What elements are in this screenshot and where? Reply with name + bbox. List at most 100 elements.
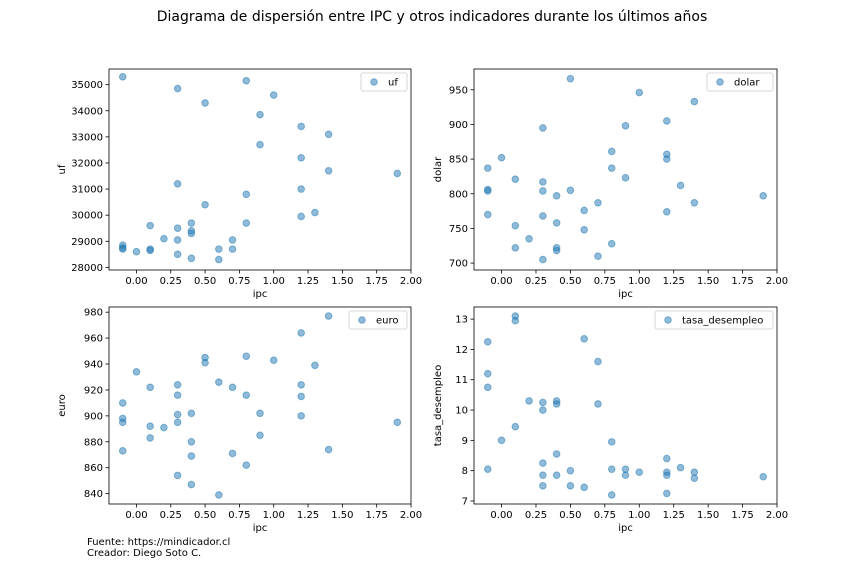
x-tick-label: 1.25 xyxy=(663,276,685,287)
legend-label: dolar xyxy=(734,78,760,89)
data-point xyxy=(511,422,520,431)
data-point xyxy=(511,244,520,252)
data-point xyxy=(297,329,305,337)
data-point xyxy=(297,185,305,193)
legend-box xyxy=(706,72,774,92)
data-point xyxy=(539,212,547,220)
data-point xyxy=(539,187,547,195)
y-tick-label: 7 xyxy=(462,496,468,507)
y-tick-label: 30000 xyxy=(71,211,103,222)
legend-box xyxy=(348,310,408,330)
y-tick-label: 960 xyxy=(84,334,103,345)
x-tick-label: 0.25 xyxy=(525,276,547,287)
data-point xyxy=(173,250,182,259)
data-point xyxy=(215,245,223,253)
data-point xyxy=(580,483,588,492)
data-point xyxy=(552,471,561,480)
data-point xyxy=(187,254,196,263)
y-tick-label: 750 xyxy=(449,224,468,235)
data-point xyxy=(256,409,264,418)
x-tick-label: 0.25 xyxy=(160,510,182,521)
data-point xyxy=(173,471,182,480)
y-tick-label: 34000 xyxy=(71,106,103,117)
data-point xyxy=(566,482,575,490)
data-point xyxy=(269,356,278,364)
legend-marker xyxy=(716,78,724,86)
y-tick-label: 850 xyxy=(449,155,468,166)
y-tick-label: 9 xyxy=(462,436,468,447)
data-point xyxy=(146,221,154,230)
data-point xyxy=(173,224,182,233)
data-point xyxy=(525,235,533,243)
data-point xyxy=(173,84,182,93)
axes-frame xyxy=(473,68,778,271)
legend-box xyxy=(654,310,774,330)
y-tick-label: 940 xyxy=(84,360,103,371)
y-axis-label: euro xyxy=(57,394,68,417)
data-point xyxy=(566,186,575,195)
data-point xyxy=(201,200,209,209)
legend-marker xyxy=(664,316,672,324)
y-tick-label: 900 xyxy=(84,411,103,422)
x-tick-label: 0.50 xyxy=(559,510,581,521)
data-point xyxy=(539,459,547,467)
axes-frame xyxy=(108,68,412,271)
x-tick-label: 1.75 xyxy=(731,510,753,521)
data-point xyxy=(539,471,547,480)
data-point xyxy=(594,400,602,408)
x-tick-label: 1.75 xyxy=(366,510,388,521)
data-point xyxy=(497,436,506,445)
x-tick-label: 0.25 xyxy=(525,510,547,521)
data-point xyxy=(483,210,492,219)
x-tick-label: 0.50 xyxy=(194,276,216,287)
data-point xyxy=(297,412,305,420)
data-point xyxy=(215,378,223,386)
data-point xyxy=(690,474,699,483)
data-point xyxy=(201,99,209,107)
subplot-uf: 0.00 0.25 0.50 0.75 1.00 1.25 1.50 1.75 2.00 2800… xyxy=(57,68,422,300)
x-tick-label: 1.75 xyxy=(731,276,753,287)
data-point xyxy=(759,472,768,481)
data-point xyxy=(621,471,630,480)
data-point xyxy=(483,465,492,473)
data-point xyxy=(690,97,699,106)
legend-label: euro xyxy=(376,316,399,327)
x-tick-label: 1.25 xyxy=(663,510,685,521)
data-point xyxy=(242,461,251,469)
x-tick-label: 1.75 xyxy=(366,276,388,287)
y-tick-label: 880 xyxy=(84,437,103,448)
y-tick-label: 900 xyxy=(449,120,468,131)
x-tick-label: 1.50 xyxy=(697,510,719,521)
y-tick-label: 35000 xyxy=(71,80,103,91)
x-tick-label: 0.00 xyxy=(490,510,512,521)
subplot-euro: 0.00 0.25 0.50 0.75 1.00 1.25 1.50 1.75 2.00 840 8… xyxy=(57,306,422,534)
footer: Fuente: https://mindicador.cl Creador: D… xyxy=(87,537,230,559)
y-tick-label: 29000 xyxy=(71,237,103,248)
data-point xyxy=(173,380,182,389)
data-point xyxy=(497,153,506,162)
x-tick-label: 2.00 xyxy=(400,276,422,287)
data-point xyxy=(511,221,520,230)
data-point xyxy=(594,357,602,366)
data-point xyxy=(242,76,251,85)
legend: euro xyxy=(348,310,408,330)
data-point xyxy=(118,245,127,253)
figure-title: Diagrama de dispersión entre IPC y otros… xyxy=(156,9,708,25)
y-tick-label: 13 xyxy=(455,315,468,326)
data-point xyxy=(187,409,196,418)
data-point xyxy=(242,391,251,399)
data-point xyxy=(580,206,588,215)
data-point xyxy=(242,219,251,227)
data-point xyxy=(552,246,561,255)
subplot-tasa_desempleo: 0.00 0.25 0.50 0.75 1.00 1.25 1.50 1.75 2.00 7 8 9 1… xyxy=(433,306,788,534)
data-point xyxy=(160,423,168,432)
y-tick-label: 33000 xyxy=(71,132,103,143)
data-point xyxy=(297,392,305,401)
data-point xyxy=(146,246,154,255)
data-point xyxy=(393,169,402,178)
legend-marker xyxy=(370,78,378,86)
data-point xyxy=(311,208,319,217)
data-point xyxy=(146,383,154,392)
y-axis-label: tasa_desempleo xyxy=(433,365,444,446)
data-point xyxy=(187,480,196,489)
